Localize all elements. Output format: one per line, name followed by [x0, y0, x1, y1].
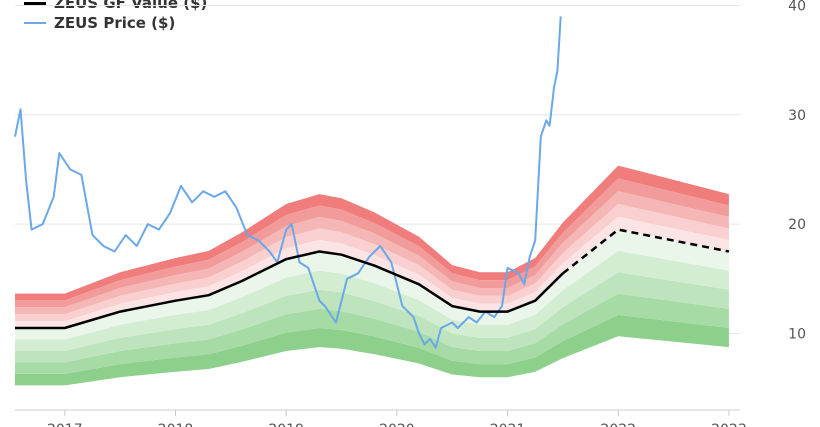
gf-value-estimate-line: [562, 228, 730, 275]
x-tick-label-2020: 2020: [379, 422, 415, 427]
band-over-2: [15, 178, 729, 308]
legend-swatch-price: [24, 22, 46, 24]
x-tick-label-2018: 2018: [158, 422, 194, 427]
band-under-2: [15, 250, 729, 351]
x-tick-label-2019: 2019: [268, 422, 304, 427]
legend-label-gf-value: ZEUS GF Value ($): [54, 0, 208, 12]
series-lines: [14, 16, 730, 349]
band-under-1: [15, 229, 729, 340]
legend-item-gf-value[interactable]: ZEUS GF Value ($): [24, 0, 207, 13]
gf-value-line: [15, 250, 564, 330]
valuation-bands: [15, 165, 729, 386]
y-tick-label-20: 20: [788, 217, 806, 233]
price-line: [14, 16, 562, 349]
band-over-4: [15, 204, 729, 322]
x-tick-label-2023: 2023: [711, 422, 747, 427]
band-under-5: [15, 314, 729, 386]
x-tick-label-2017: 2017: [47, 422, 83, 427]
y-tick-label-30: 30: [788, 108, 806, 124]
legend-swatch-gf-value: [24, 1, 46, 5]
y-tick-label-40: 40: [788, 0, 806, 14]
chart-legend: ZEUS GF Value ($) ZEUS Price ($): [24, 0, 207, 33]
x-tick-label-2022: 2022: [600, 422, 636, 427]
legend-item-price[interactable]: ZEUS Price ($): [24, 13, 207, 33]
x-tick-label-2021: 2021: [490, 422, 526, 427]
band-under-4: [15, 293, 729, 374]
y-tick-label-10: 10: [788, 326, 806, 342]
band-over-3: [15, 191, 729, 315]
axes: 10 20 30 40 2017 2018 2019 2020 2021 2022 2023: [15, 0, 806, 427]
legend-label-price: ZEUS Price ($): [54, 14, 176, 32]
band-over-5: [15, 216, 729, 328]
band-under-3: [15, 272, 729, 363]
band-over-1: [15, 165, 729, 301]
